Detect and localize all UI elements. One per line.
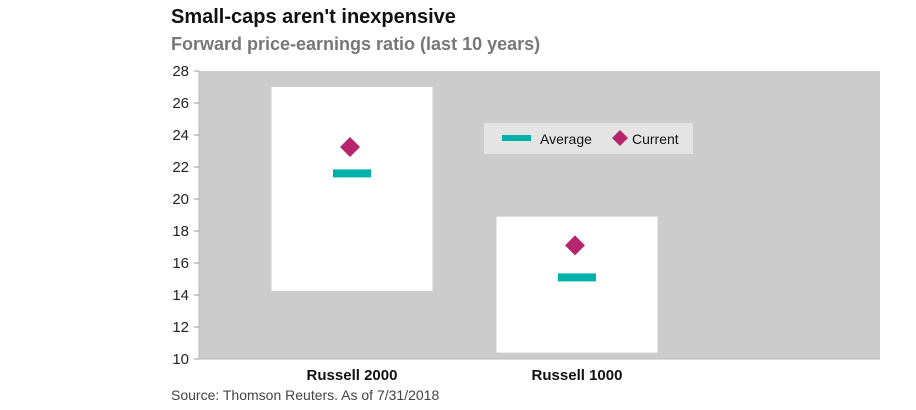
range-box [496,216,658,353]
y-tick-label: 18 [172,223,189,240]
legend-average-label: Average [540,131,592,147]
chart-title: Small-caps aren't inexpensive [171,6,456,28]
average-marker [333,169,371,178]
y-tick-label: 12 [172,319,189,336]
y-tick-label: 16 [172,255,189,272]
y-tick-label: 24 [172,127,189,144]
x-category-label: Russell 2000 [307,367,398,384]
legend-current-swatch [612,130,628,146]
y-tick-label: 26 [172,95,189,112]
current-marker [340,137,360,157]
legend-current-label: Current [632,131,679,147]
x-category-label: Russell 1000 [532,367,623,384]
y-tick-label: 22 [172,159,189,176]
legend-average-swatch [502,135,531,141]
average-marker [558,273,596,282]
current-marker [565,235,585,256]
y-tick-label: 10 [172,351,189,368]
range-box [271,87,433,291]
y-tick-label: 28 [172,63,189,80]
chart-subtitle: Forward price-earnings ratio (last 10 ye… [171,34,541,54]
y-tick-label: 14 [172,287,189,304]
source-note: Source: Thomson Reuters. As of 7/31/2018 [171,387,440,403]
y-tick-label: 20 [172,191,189,208]
